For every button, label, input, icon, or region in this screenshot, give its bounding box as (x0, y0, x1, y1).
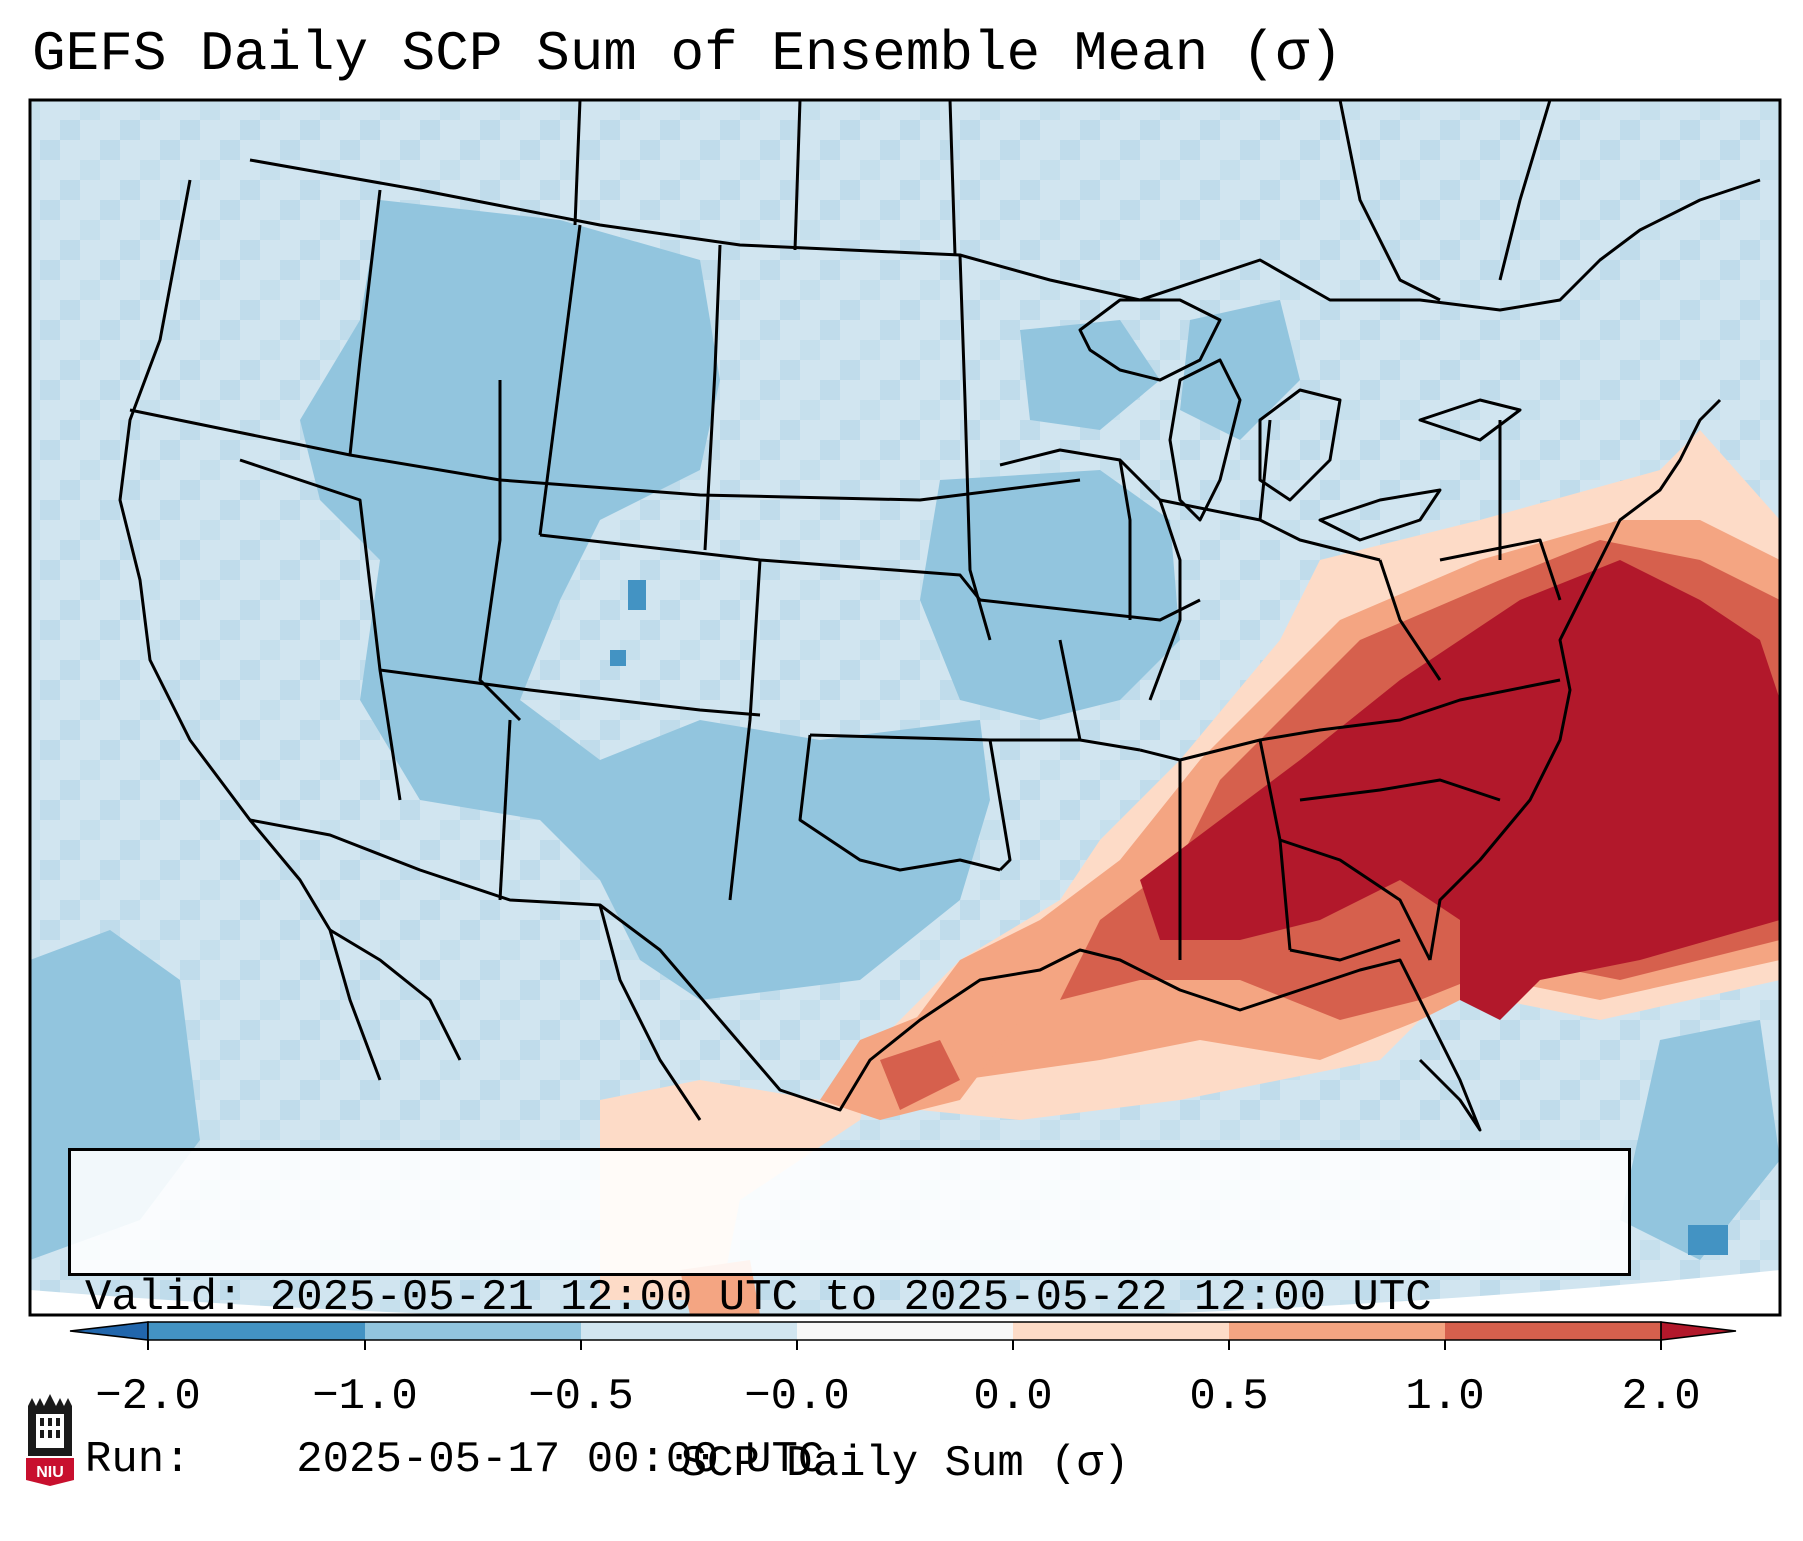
field-positive (600, 430, 1780, 1315)
colorbar-tick-marks (147, 1340, 1662, 1350)
colorbar: −2.0 −1.0 −0.5 −0.0 0.0 0.5 1.0 2.0 SCP … (69, 1321, 1737, 1489)
colorbar-bin-4 (797, 1322, 1013, 1340)
colorbar-tick-label: 2.0 (1621, 1372, 1700, 1422)
niu-logo-text: NIU (36, 1464, 64, 1481)
map-frame (28, 98, 1782, 1317)
niu-logo: NIU (26, 1394, 74, 1486)
boundaries (118, 100, 1761, 1132)
colorbar-bin-1 (148, 1322, 365, 1340)
map-figure: −2.0 −1.0 −0.5 −0.0 0.0 0.5 1.0 2.0 SCP … (28, 98, 1782, 1489)
field-negative-spots (610, 580, 1728, 1255)
run-label: Run: (85, 1435, 191, 1485)
colorbar-bin-3 (581, 1322, 797, 1340)
colorbar-tick-label: −0.0 (744, 1372, 850, 1422)
colorbar-label: SCP Daily Sum (σ) (681, 1439, 1130, 1489)
map-title: GEFS Daily SCP Sum of Ensemble Mean (σ) (32, 22, 1343, 86)
colorbar-bin-6 (1229, 1322, 1445, 1340)
colorbar-bin-2 (365, 1322, 581, 1340)
colorbar-extend-over (1660, 1321, 1737, 1341)
colorbar-tick-label: 0.5 (1189, 1372, 1268, 1422)
valid-label: Valid: (85, 1273, 244, 1323)
colorbar-tick-label: −1.0 (312, 1372, 418, 1422)
validity-info-box: Valid: 2025-05-21 12:00 UTC to 2025-05-2… (68, 1148, 1631, 1485)
colorbar-tick-label: 0.0 (973, 1372, 1052, 1422)
colorbar-tick-label: −0.5 (528, 1372, 634, 1422)
colorbar-tick-label: 1.0 (1405, 1372, 1484, 1422)
valid-line: Valid: 2025-05-21 12:00 UTC to 2025-05-2… (85, 1271, 1614, 1325)
colorbar-bin-5 (1013, 1322, 1229, 1340)
colorbar-tick-label: −2.0 (95, 1372, 201, 1422)
run-value: 2025-05-17 00:00 UTC (296, 1435, 825, 1485)
valid-value: 2025-05-21 12:00 UTC to 2025-05-22 12:00… (269, 1273, 1432, 1323)
map-panel (30, 100, 1780, 1315)
run-line: Run: 2025-05-17 00:00 UTC (85, 1433, 1614, 1487)
colorbar-bin-7 (1445, 1322, 1661, 1340)
